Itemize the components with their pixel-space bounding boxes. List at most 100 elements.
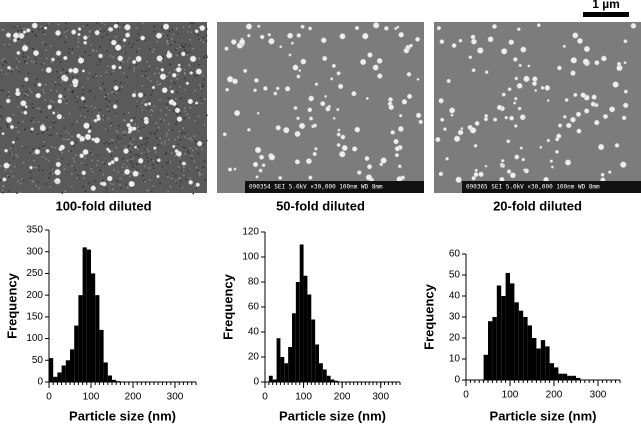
texture [150, 94, 152, 96]
bar [483, 354, 488, 380]
particle [340, 134, 346, 140]
texture [8, 44, 10, 46]
texture [89, 30, 92, 32]
particle [460, 127, 464, 131]
texture [205, 139, 208, 142]
particle [267, 32, 272, 37]
texture [198, 171, 200, 174]
texture [106, 108, 109, 110]
texture [160, 120, 162, 123]
texture [54, 121, 57, 124]
texture [169, 63, 171, 65]
particle [336, 107, 340, 112]
particle [279, 45, 283, 49]
texture [25, 90, 28, 92]
texture [60, 135, 62, 137]
particle [415, 112, 422, 119]
bar [288, 347, 292, 382]
particle [226, 76, 234, 83]
texture [105, 97, 107, 100]
texture [185, 53, 187, 55]
texture [171, 88, 174, 90]
particle [71, 29, 77, 35]
texture [45, 157, 47, 160]
texture [177, 166, 180, 168]
texture [79, 98, 82, 100]
particle [22, 30, 27, 34]
bar [99, 329, 104, 382]
bar [322, 369, 327, 382]
x-tick-label: 200 [125, 392, 142, 403]
texture [8, 95, 10, 98]
texture [50, 100, 52, 102]
particle [403, 47, 410, 54]
particle [132, 126, 137, 131]
texture [3, 57, 6, 60]
texture [17, 131, 20, 133]
y-tick-label: 200 [26, 290, 43, 301]
texture [32, 148, 35, 150]
texture [178, 52, 181, 55]
texture [169, 86, 172, 88]
texture [189, 147, 192, 149]
texture [82, 89, 85, 91]
texture [68, 52, 70, 54]
particle [5, 32, 12, 38]
texture [68, 88, 70, 91]
particle [126, 122, 131, 128]
texture [111, 142, 113, 145]
texture [78, 177, 80, 180]
texture [81, 86, 84, 89]
texture [197, 152, 200, 155]
particle [94, 30, 100, 36]
texture [41, 63, 43, 65]
texture [184, 153, 186, 155]
texture [5, 62, 8, 64]
texture [70, 150, 72, 152]
bar [311, 319, 316, 382]
texture [180, 44, 183, 47]
bar [518, 310, 524, 380]
texture [110, 154, 113, 157]
texture [195, 166, 198, 169]
texture [144, 143, 147, 145]
texture [45, 49, 47, 51]
texture [190, 22, 193, 24]
texture [116, 90, 119, 93]
particle [9, 124, 15, 130]
texture [197, 115, 200, 118]
texture [43, 146, 46, 149]
texture [57, 58, 60, 60]
particle [612, 81, 619, 88]
texture [1, 189, 4, 192]
texture [52, 106, 55, 109]
particle [298, 69, 302, 72]
texture [119, 184, 121, 186]
particle [550, 165, 554, 169]
texture [47, 108, 50, 110]
texture [60, 35, 62, 38]
texture [153, 30, 156, 33]
particle [111, 64, 117, 70]
particle [388, 104, 395, 111]
texture [16, 192, 18, 194]
particle [139, 136, 143, 140]
particle [273, 91, 278, 96]
texture [179, 112, 182, 115]
texture [159, 83, 161, 86]
texture [181, 169, 183, 171]
texture [43, 141, 46, 143]
particle [33, 50, 39, 57]
texture [187, 152, 190, 154]
particle [496, 104, 503, 111]
texture [16, 180, 19, 183]
particle [24, 105, 28, 109]
particle [245, 23, 253, 30]
texture [59, 93, 62, 95]
texture [50, 167, 52, 169]
particle [147, 101, 152, 106]
bar [532, 338, 537, 380]
particle [283, 127, 290, 134]
texture [57, 23, 60, 26]
particle [473, 171, 479, 178]
